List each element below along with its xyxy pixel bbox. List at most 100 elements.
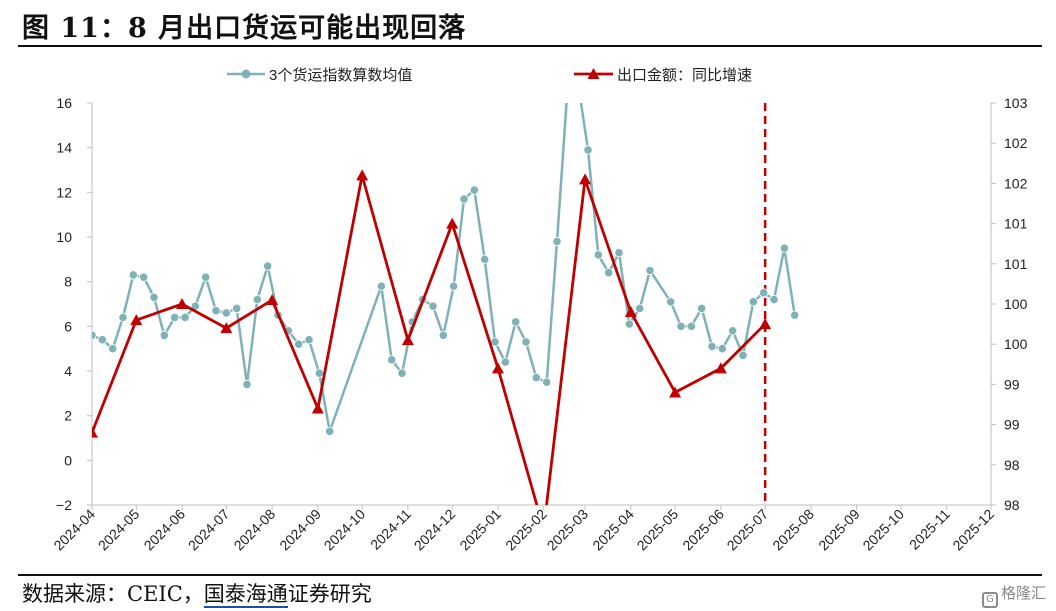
x-tick-label: 2024-05 xyxy=(95,506,143,554)
x-tick-label: 2025-05 xyxy=(634,506,682,554)
series-export-point xyxy=(266,293,279,305)
series-freight-point xyxy=(779,243,789,253)
series-freight-point xyxy=(645,265,655,276)
y-tick-label: 12 xyxy=(56,184,72,200)
y2-tick-label: 99 xyxy=(1004,417,1020,433)
series-freight-point xyxy=(593,250,603,260)
page-title: 图 11：8 月出口货运可能出现回落 xyxy=(22,13,467,44)
series-freight-point xyxy=(604,268,614,278)
series-export-point xyxy=(220,322,233,334)
y-tick-label: 4 xyxy=(64,363,72,379)
watermark-text: 格隆汇 xyxy=(1000,584,1046,602)
series-freight-point xyxy=(149,292,159,302)
series-export-point xyxy=(92,426,98,438)
y-tick-label: 8 xyxy=(64,274,72,290)
series-freight-point xyxy=(573,76,581,84)
source-org: 国泰海通 xyxy=(203,582,288,608)
series-freight-point xyxy=(376,281,386,291)
series-freight-line xyxy=(92,103,796,433)
axes: −2 0 2 4 6 8 10 12 14 16 98 98 99 99 100 100 101 101 102 10… xyxy=(50,95,1027,553)
series-freight-point xyxy=(128,270,138,280)
series-freight-point xyxy=(676,321,686,331)
series-freight-point xyxy=(170,312,180,322)
series-freight-point xyxy=(428,301,438,311)
series-freight-point xyxy=(221,308,231,318)
x-tick-label: 2024-10 xyxy=(321,506,369,554)
series-freight-point xyxy=(511,317,521,327)
title-rule xyxy=(18,45,1042,47)
y2-tick-label: 98 xyxy=(1004,497,1020,513)
series-freight-point xyxy=(717,344,727,354)
y2-tick-label: 101 xyxy=(1004,216,1028,232)
x-tick-label: 2024-12 xyxy=(411,506,459,554)
x-tick-label: 2024-06 xyxy=(141,506,189,554)
series-freight-point xyxy=(790,310,800,320)
y-tick-label: 10 xyxy=(56,229,72,245)
x-tick-label: 2025-12 xyxy=(949,506,997,554)
series-export-point xyxy=(356,169,369,181)
y2-tick-label: 98 xyxy=(1004,457,1020,473)
source-prefix: 数据来源：CEIC， xyxy=(22,582,204,606)
series-freight-point xyxy=(521,337,531,347)
y-tick-label: 0 xyxy=(64,452,72,468)
series-export-point xyxy=(130,314,143,326)
x-tick-label: 2025-06 xyxy=(679,506,727,554)
series-freight-point xyxy=(294,339,304,349)
legend-export-swatch-marker xyxy=(587,68,600,79)
series-freight-point xyxy=(97,335,107,345)
y2-tick-label: 100 xyxy=(1004,336,1028,352)
series-freight-point xyxy=(500,357,510,367)
series-export-point xyxy=(624,306,637,318)
watermark-logo-icon: G xyxy=(981,592,998,608)
series-freight-point xyxy=(304,335,314,345)
series-export-point xyxy=(579,173,592,185)
series-freight-point xyxy=(252,294,262,305)
series-export-point xyxy=(714,362,727,374)
source-note: 数据来源：CEIC，国泰海通证券研究 xyxy=(22,578,372,608)
y-tick-label: 2 xyxy=(64,408,72,424)
series-export-point xyxy=(759,318,772,330)
series-export-point xyxy=(669,386,682,398)
legend-freight-swatch-marker xyxy=(241,69,251,79)
series-freight-point xyxy=(211,306,221,316)
series-freight-point xyxy=(118,312,128,322)
series-freight-point xyxy=(769,294,779,305)
source-suffix: 证券研究 xyxy=(287,582,372,606)
y2-tick-label: 101 xyxy=(1004,256,1028,272)
series-freight-point xyxy=(449,281,459,291)
x-tick-label: 2024-09 xyxy=(276,506,324,554)
series-freight-point xyxy=(666,297,676,307)
x-tick-label: 2024-07 xyxy=(185,506,233,554)
series-freight-point xyxy=(139,272,149,282)
plot-area xyxy=(92,76,800,505)
series-freight-point xyxy=(686,321,696,331)
series-freight-point xyxy=(108,344,118,354)
y2-tick-label: 103 xyxy=(1004,95,1028,111)
series-export-point xyxy=(401,334,414,346)
series-freight-point xyxy=(92,330,97,340)
y2-tick-label: 102 xyxy=(1004,135,1028,151)
series-freight-point xyxy=(614,248,624,258)
series-freight-point xyxy=(232,303,242,314)
series-freight-point xyxy=(180,312,190,322)
y2-tick-label: 100 xyxy=(1004,296,1028,312)
series-freight-point xyxy=(552,236,562,247)
y-tick-label: 6 xyxy=(64,318,72,334)
x-tick-label: 2025-09 xyxy=(815,506,863,554)
legend: 3个货运指数算数均值 出口金额：同比增速 xyxy=(227,66,752,84)
x-tick-label: 2025-02 xyxy=(502,506,550,554)
y-tick-label: 16 xyxy=(56,95,72,111)
series-freight-point xyxy=(314,368,324,378)
series-freight-point xyxy=(697,303,707,314)
x-tick-label: 2024-11 xyxy=(367,506,414,553)
x-tick-label: 2025-01 xyxy=(456,506,504,554)
y2-tick-label: 99 xyxy=(1004,376,1020,392)
series-freight-point xyxy=(397,368,407,378)
series-freight-point xyxy=(469,185,479,195)
series-freight-point xyxy=(759,288,769,298)
series-freight-point xyxy=(563,88,571,96)
series-freight-point xyxy=(263,261,273,271)
series-export-point xyxy=(176,298,189,309)
series-freight-point xyxy=(728,326,738,336)
x-tick-label: 2024-08 xyxy=(231,506,279,554)
